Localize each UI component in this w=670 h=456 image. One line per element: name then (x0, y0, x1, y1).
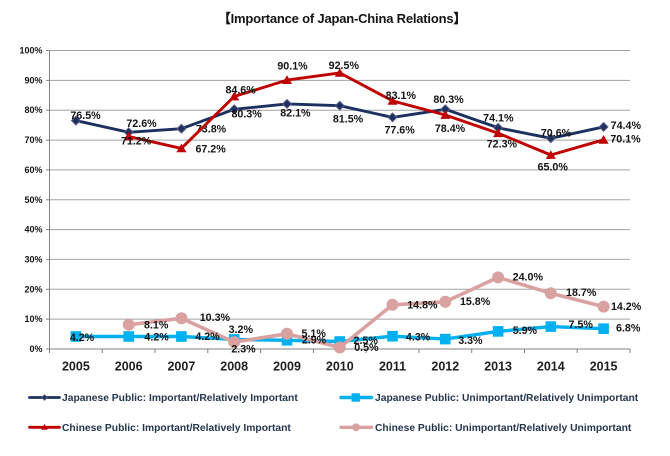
svg-text:92.5%: 92.5% (329, 60, 360, 72)
svg-text:65.0%: 65.0% (538, 162, 569, 174)
svg-text:78.4%: 78.4% (435, 123, 466, 135)
svg-text:0.5%: 0.5% (354, 342, 379, 354)
svg-text:80%: 80% (24, 105, 42, 115)
svg-text:60%: 60% (24, 165, 42, 175)
svg-text:2011: 2011 (379, 360, 406, 374)
svg-text:5.1%: 5.1% (302, 328, 327, 340)
svg-text:2009: 2009 (273, 360, 301, 374)
svg-text:72.6%: 72.6% (126, 118, 157, 130)
svg-text:90%: 90% (24, 75, 42, 85)
svg-text:67.2%: 67.2% (195, 143, 226, 155)
svg-text:30%: 30% (24, 254, 42, 264)
svg-text:81.5%: 81.5% (333, 114, 364, 126)
svg-text:2010: 2010 (326, 360, 354, 374)
svg-text:90.1%: 90.1% (277, 61, 308, 73)
svg-text:70.1%: 70.1% (610, 133, 641, 145)
svg-text:4.3%: 4.3% (406, 332, 431, 344)
svg-text:2013: 2013 (484, 360, 512, 374)
svg-text:7.5%: 7.5% (569, 319, 594, 331)
svg-text:70%: 70% (24, 135, 42, 145)
svg-text:2008: 2008 (220, 360, 248, 374)
svg-text:2012: 2012 (431, 360, 459, 374)
svg-text:2.9%: 2.9% (302, 334, 327, 346)
svg-text:74.1%: 74.1% (483, 113, 514, 125)
svg-text:2.5%: 2.5% (354, 335, 379, 347)
svg-text:0%: 0% (29, 344, 42, 354)
svg-text:72.3%: 72.3% (487, 138, 518, 150)
svg-text:4.2%: 4.2% (195, 331, 220, 343)
svg-text:8.1%: 8.1% (144, 319, 169, 331)
svg-text:80.3%: 80.3% (433, 94, 464, 106)
svg-text:15.8%: 15.8% (460, 296, 491, 308)
svg-text:76.5%: 76.5% (70, 110, 101, 122)
svg-text:2006: 2006 (115, 360, 143, 374)
svg-text:14.8%: 14.8% (407, 300, 438, 312)
svg-text:71.2%: 71.2% (121, 135, 152, 147)
svg-text:6.8%: 6.8% (616, 322, 641, 334)
svg-text:Japanese Public: Important/Rel: Japanese Public: Important/Relatively Im… (62, 393, 298, 404)
svg-text:18.7%: 18.7% (566, 287, 597, 299)
svg-text:2007: 2007 (167, 360, 195, 374)
svg-text:24.0%: 24.0% (513, 272, 544, 284)
svg-text:84.6%: 84.6% (225, 85, 256, 97)
svg-text:10%: 10% (24, 314, 42, 324)
svg-text:2014: 2014 (537, 360, 565, 374)
svg-text:10.3%: 10.3% (200, 312, 231, 324)
svg-text:77.6%: 77.6% (384, 124, 415, 136)
svg-text:2.3%: 2.3% (231, 344, 256, 356)
svg-text:83.1%: 83.1% (386, 90, 417, 102)
svg-text:50%: 50% (24, 195, 42, 205)
svg-text:2005: 2005 (62, 360, 90, 374)
svg-text:Chinese Public: Important/Rela: Chinese Public: Important/Relatively Imp… (62, 423, 291, 434)
svg-text:3.2%: 3.2% (229, 324, 254, 336)
svg-text:82.1%: 82.1% (280, 107, 311, 119)
svg-text:4.2%: 4.2% (144, 332, 169, 344)
svg-text:20%: 20% (24, 284, 42, 294)
svg-text:74.4%: 74.4% (611, 120, 642, 132)
svg-text:40%: 40% (24, 225, 42, 235)
svg-text:100%: 100% (19, 46, 42, 56)
svg-text:4.2%: 4.2% (70, 332, 95, 344)
svg-text:14.2%: 14.2% (611, 301, 642, 313)
svg-text:70.6%: 70.6% (541, 127, 572, 139)
svg-text:Chinese Public: Unimportant/Re: Chinese Public: Unimportant/Relatively U… (375, 423, 632, 434)
svg-text:3.3%: 3.3% (458, 335, 483, 347)
svg-text:80.3%: 80.3% (231, 108, 262, 120)
svg-text:5.9%: 5.9% (513, 325, 538, 337)
svg-text:2015: 2015 (590, 360, 618, 374)
svg-text:Japanese Public: Unimportant/R: Japanese Public: Unimportant/Relatively … (375, 393, 639, 404)
